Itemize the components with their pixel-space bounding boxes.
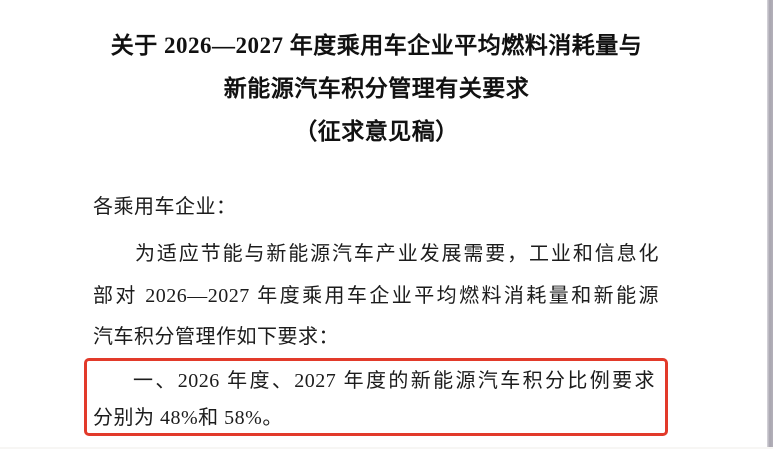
- highlight-annotation-box: 一、2026 年度、2027 年度的新能源汽车积分比例要求 分别为 48%和 5…: [84, 358, 668, 436]
- paragraph-line-2: 部对 2026—2027 年度乘用车企业平均燃料消耗量和新能源: [93, 285, 659, 307]
- title-line-3: （征求意见稿）: [294, 119, 459, 144]
- title-line-2: 新能源汽车积分管理有关要求: [223, 76, 530, 101]
- paragraph-line-3: 汽车积分管理作如下要求：: [93, 326, 339, 348]
- window-right-edge: [767, 0, 773, 449]
- document-title: 关于 2026—2027 年度乘用车企业平均燃料消耗量与 新能源汽车积分管理有关…: [93, 24, 660, 153]
- window-bottom-edge: [0, 447, 773, 449]
- highlight-line-2: 分别为 48%和 58%。: [93, 407, 283, 429]
- salutation: 各乘用车企业：: [93, 196, 237, 218]
- highlight-line-1: 一、2026 年度、2027 年度的新能源汽车积分比例要求: [133, 370, 655, 392]
- title-line-1: 关于 2026—2027 年度乘用车企业平均燃料消耗量与: [110, 33, 643, 58]
- paragraph-line-1: 为适应节能与新能源汽车产业发展需要，工业和信息化: [135, 243, 659, 265]
